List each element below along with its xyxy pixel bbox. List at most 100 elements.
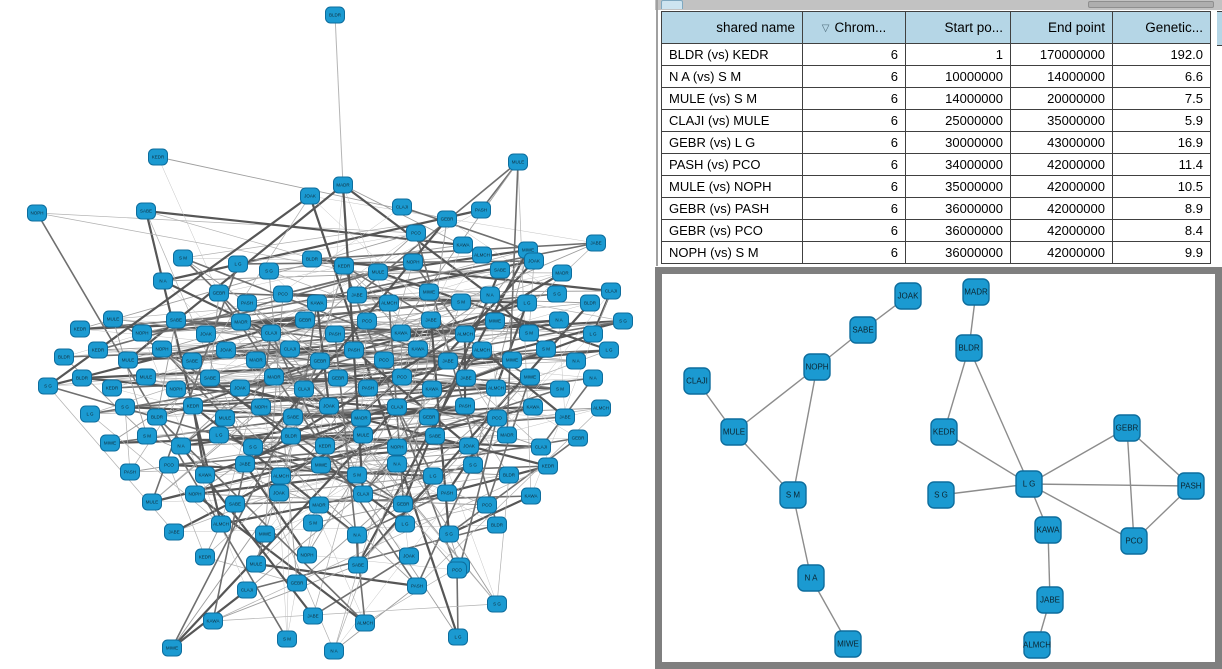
network-node[interactable]: ALMCH	[271, 467, 291, 485]
network-node[interactable]: CLAJI	[392, 198, 412, 216]
network-node[interactable]: PASH	[325, 325, 345, 343]
table-cell[interactable]: 6	[802, 87, 906, 110]
network-node[interactable]: GEBR	[209, 284, 229, 302]
subnetwork-node-s-m[interactable]: S M	[779, 481, 807, 509]
subnetwork-node-miwe[interactable]: MIWE	[834, 630, 862, 658]
network-node[interactable]: ALMCH	[355, 614, 375, 632]
network-node[interactable]: KEDR	[183, 397, 203, 415]
network-node[interactable]: KAWA	[521, 487, 541, 505]
network-node[interactable]: BLDR	[302, 250, 322, 268]
network-node[interactable]: PCO	[447, 561, 467, 579]
table-cell[interactable]: 170000000	[1010, 43, 1113, 66]
table-cell[interactable]: 6	[802, 175, 906, 198]
subnetwork-node-jabe[interactable]: JABE	[1036, 586, 1064, 614]
table-row[interactable]: MULE (vs) S M 6 14000000 20000000 7.5	[661, 87, 1211, 110]
table-cell[interactable]: 5.9	[1112, 109, 1211, 132]
network-node[interactable]: S G	[613, 312, 633, 330]
table-cell[interactable]: PASH (vs) PCO	[661, 153, 803, 176]
table-cell[interactable]: 8.9	[1112, 197, 1211, 220]
network-node[interactable]: JABE	[438, 352, 458, 370]
network-node[interactable]: NOPH	[152, 340, 172, 358]
network-node[interactable]: JOAK	[399, 547, 419, 565]
network-node[interactable]: KAWA	[195, 466, 215, 484]
network-node[interactable]: PCO	[392, 368, 412, 386]
network-node[interactable]: MADR	[333, 176, 353, 194]
network-node[interactable]: S M	[303, 514, 323, 532]
network-node[interactable]: PASH	[471, 201, 491, 219]
subnetwork-node-mule[interactable]: MULE	[720, 418, 748, 446]
subnetwork-edge[interactable]	[1028, 427, 1128, 485]
network-node[interactable]: JOAK	[230, 379, 250, 397]
network-node[interactable]: PASH	[437, 484, 457, 502]
table-cell[interactable]: GEBR (vs) PCO	[661, 219, 803, 242]
table-cell[interactable]: 14000000	[905, 87, 1011, 110]
table-cell[interactable]: 42000000	[1010, 175, 1113, 198]
subnetwork-node-s-g[interactable]: S G	[927, 481, 955, 509]
table-cell[interactable]: 6	[802, 153, 906, 176]
network-node[interactable]: MADR	[309, 496, 329, 514]
table-cell[interactable]: 1	[905, 43, 1011, 66]
table-cell[interactable]: 6.6	[1112, 65, 1211, 88]
network-node[interactable]: MULE	[215, 409, 235, 427]
subnetwork-node-pash[interactable]: PASH	[1177, 472, 1205, 500]
network-node[interactable]: BLDR	[499, 466, 519, 484]
table-cell[interactable]: 35000000	[905, 175, 1011, 198]
table-cell[interactable]: 42000000	[1010, 153, 1113, 176]
network-node[interactable]: KEDR	[195, 548, 215, 566]
subnetwork-node-almch[interactable]: ALMCH	[1023, 631, 1051, 659]
network-node[interactable]: MADR	[246, 351, 266, 369]
network-node[interactable]: L G	[209, 426, 229, 444]
network-node[interactable]: GEBR	[393, 495, 413, 513]
table-cell[interactable]: 16.9	[1112, 131, 1211, 154]
network-node[interactable]: L G	[517, 294, 537, 312]
network-node[interactable]: KAWA	[408, 340, 428, 358]
table-cell[interactable]: 20000000	[1010, 87, 1113, 110]
subnetwork-canvas[interactable]: JOAK MADR SABE BLDR NOPH CLAJI KEDR GEBR MULE L G…	[662, 274, 1215, 662]
network-node[interactable]: KAWA	[422, 380, 442, 398]
network-node[interactable]: NOPH	[27, 204, 47, 222]
subnetwork-edge[interactable]	[1126, 427, 1135, 542]
table-cell[interactable]: 6	[802, 109, 906, 132]
network-node[interactable]: BLDR	[147, 408, 167, 426]
network-node[interactable]: JABE	[555, 408, 575, 426]
network-node[interactable]: CLAJI	[280, 340, 300, 358]
network-node[interactable]: CLAJI	[387, 398, 407, 416]
table-row[interactable]: MULE (vs) NOPH 6 35000000 42000000 10.5	[661, 175, 1211, 198]
network-node[interactable]: ALMCH	[472, 246, 492, 264]
column-header-end-point[interactable]: End point	[1010, 11, 1113, 44]
subnetwork-edge[interactable]	[968, 347, 1030, 485]
network-node[interactable]: MIWE	[255, 525, 275, 543]
table-cell[interactable]: 30000000	[905, 131, 1011, 154]
network-node[interactable]: JOAK	[216, 341, 236, 359]
network-node[interactable]: L G	[395, 515, 415, 533]
network-node[interactable]: PCO	[159, 456, 179, 474]
table-cell[interactable]: 8.4	[1112, 219, 1211, 242]
table-cell[interactable]: 25000000	[905, 109, 1011, 132]
network-node[interactable]: KEDR	[102, 379, 122, 397]
network-node[interactable]: N A	[347, 526, 367, 544]
network-node[interactable]: ALMCH	[591, 399, 611, 417]
network-node[interactable]: ALMCH	[472, 341, 492, 359]
network-node[interactable]: N A	[549, 311, 569, 329]
network-node[interactable]: NOPH	[297, 546, 317, 564]
network-node[interactable]: GEBR	[295, 311, 315, 329]
table-row[interactable]: NOPH (vs) S M 6 36000000 42000000 9.9	[661, 241, 1211, 264]
network-node[interactable]: KEDR	[538, 457, 558, 475]
table-cell[interactable]: 10000000	[905, 65, 1011, 88]
network-node[interactable]: ALMCH	[486, 379, 506, 397]
main-network-canvas[interactable]: BLDR KEDR MULE NOPH SABE JOAK MADR CLAJI GEBR PAS…	[0, 0, 655, 669]
network-node[interactable]: MULE	[118, 351, 138, 369]
table-cell[interactable]: 6	[802, 131, 906, 154]
subnetwork-node-kedr[interactable]: KEDR	[930, 418, 958, 446]
table-cell[interactable]: 6	[802, 43, 906, 66]
network-node[interactable]: JOAK	[524, 252, 544, 270]
network-node[interactable]: MIWE	[485, 312, 505, 330]
network-node[interactable]: N A	[153, 272, 173, 290]
table-cell[interactable]: 7.5	[1112, 87, 1211, 110]
network-node[interactable]: N A	[171, 437, 191, 455]
network-node[interactable]: GEBR	[419, 408, 439, 426]
network-node[interactable]: KEDR	[315, 437, 335, 455]
network-node[interactable]: S G	[115, 398, 135, 416]
subnetwork-node-joak[interactable]: JOAK	[894, 282, 922, 310]
network-node[interactable]: MIWE	[502, 351, 522, 369]
